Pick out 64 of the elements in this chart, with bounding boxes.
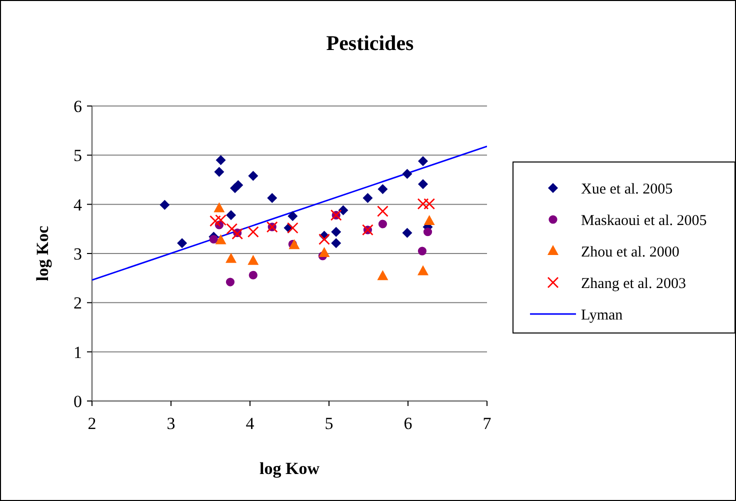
legend-label: Zhang et al. 2003 [581,276,686,292]
x-tick-label: 4 [246,414,255,433]
point [226,252,237,263]
point [424,215,435,226]
point [418,179,428,190]
x-tick-label: 7 [482,414,492,433]
y-tick-label: 2 [74,294,82,313]
x-tick-label: 2 [88,414,96,433]
point [214,202,225,212]
point [418,246,427,256]
point [377,206,388,217]
point [378,184,388,194]
legend-label: Lyman [581,307,624,324]
point [318,247,330,258]
point [247,226,259,238]
y-tick-label: 1 [74,342,82,362]
point [288,239,300,250]
point [233,180,244,190]
point [226,223,238,235]
point [216,155,226,166]
point [215,234,226,244]
point [248,270,258,280]
y-tick-label: 3 [74,244,82,264]
y-tick-label: 4 [74,195,82,214]
point [338,205,348,216]
y-tick-label: 5 [74,146,82,166]
point [378,220,388,228]
x-tick-label: 3 [166,414,176,433]
point [215,214,226,226]
point [160,200,170,210]
point [418,265,429,276]
x-axis-title: log Kow [260,459,320,478]
point [402,228,412,238]
point [177,238,188,248]
point [267,192,278,203]
legend-label: Xue et al. 2005 [581,181,673,198]
point [318,234,330,245]
point [402,168,412,179]
point [362,192,373,203]
chart-title: Pesticides [326,31,414,55]
point [377,270,388,280]
legend-label: Maskaoui et al. 2005 [581,212,707,229]
y-tick-label: 6 [74,96,82,116]
point [248,170,258,181]
x-tick-label: 6 [404,414,412,433]
y-tick-label: 0 [74,392,82,411]
point [209,234,218,244]
point [417,198,429,210]
point [232,228,244,240]
point [286,222,298,234]
point [248,254,259,265]
point [210,215,221,227]
point [214,166,224,177]
legend-label: Zhou et al. 2000 [581,244,680,260]
x-tick-label: 5 [324,414,334,433]
point [226,210,236,220]
point [288,211,298,222]
point [418,156,428,166]
point [331,238,342,248]
point [226,278,235,286]
point [331,226,342,237]
point [423,228,432,236]
y-axis-title: log Koc [33,225,52,282]
point [424,198,436,210]
